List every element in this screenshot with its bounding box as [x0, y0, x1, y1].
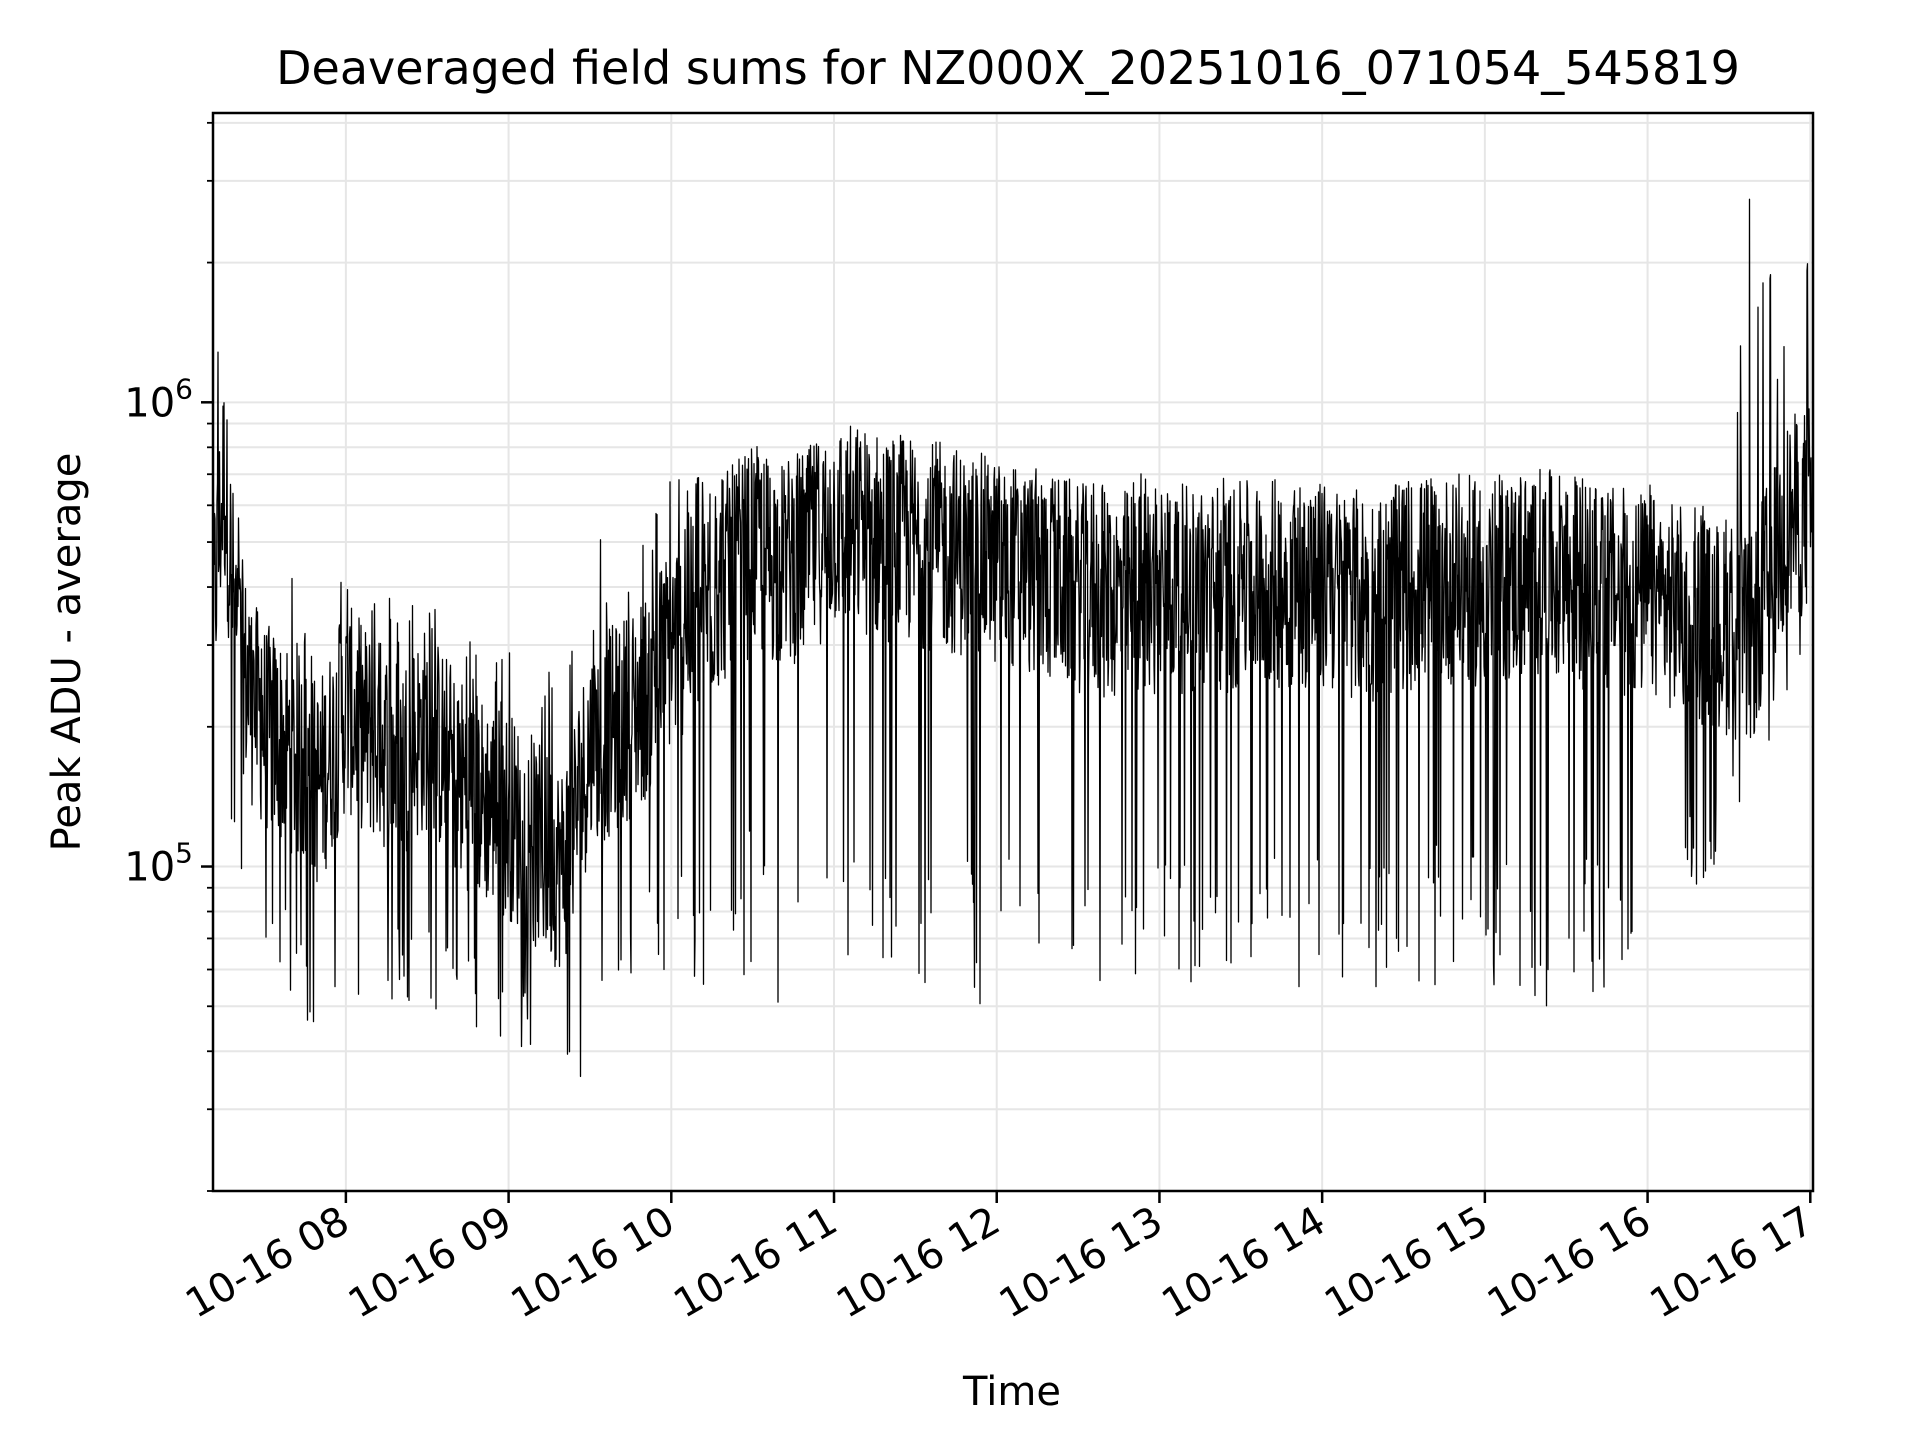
plot-frame [211, 111, 1815, 1193]
series-line [213, 198, 1813, 1078]
y-tick-label: 106 [124, 372, 193, 426]
y-axis: 105 106 [124, 121, 213, 1192]
y-tick-label: 105 [124, 837, 193, 891]
chart-title: Deaveraged field sums for NZ000X_2025101… [276, 41, 1740, 95]
x-axis-label: Time [962, 1369, 1061, 1415]
y-axis-label: Peak ADU - average [44, 453, 90, 852]
series-trace [213, 198, 1813, 1078]
